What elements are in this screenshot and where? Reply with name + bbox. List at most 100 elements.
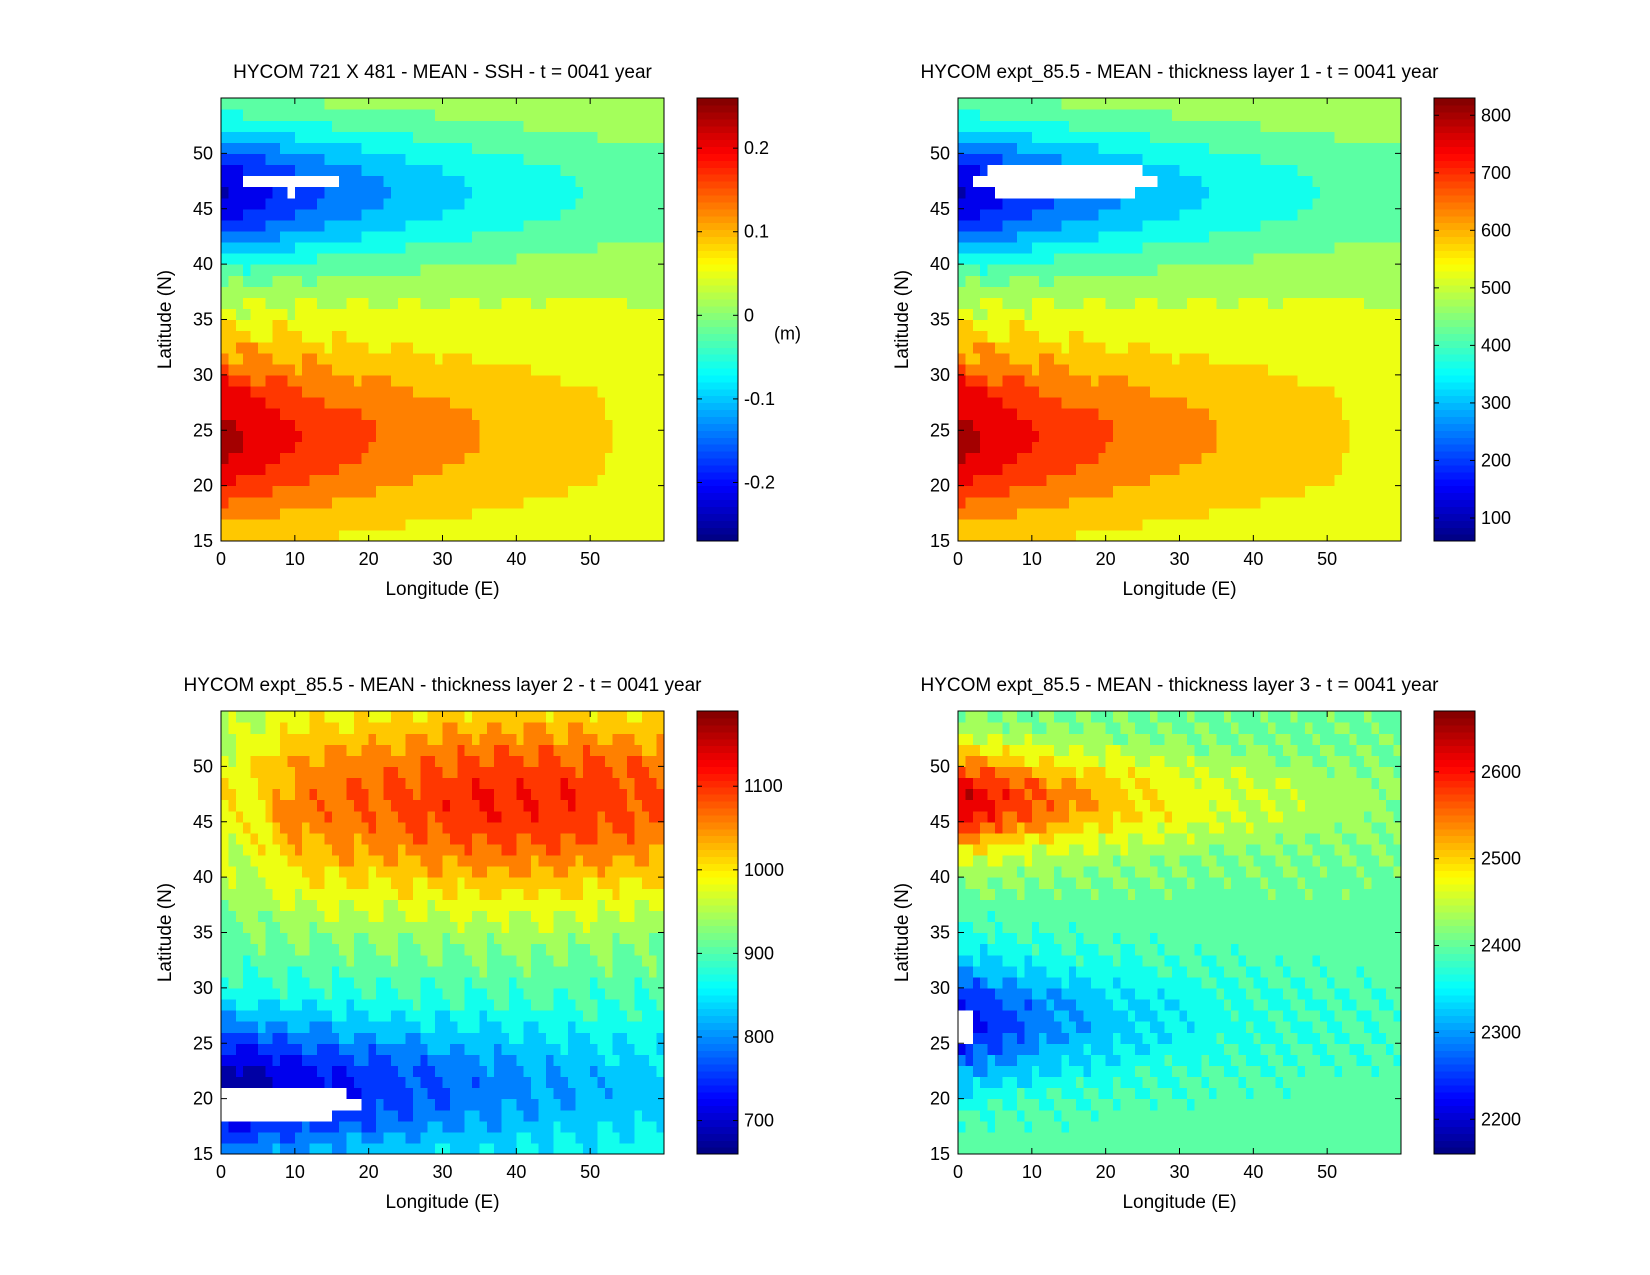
heatmap-cell <box>309 507 318 520</box>
heatmap-cell <box>1364 208 1373 221</box>
heatmap-cell <box>302 164 311 177</box>
heatmap-cell <box>1356 518 1365 531</box>
heatmap-cell <box>1216 164 1225 177</box>
heatmap-cell <box>1349 275 1358 287</box>
heatmap-cell <box>958 341 966 354</box>
heatmap-cell <box>1319 430 1328 442</box>
heatmap-cell <box>294 352 303 365</box>
heatmap-cell <box>228 374 237 387</box>
heatmap-cell <box>531 463 540 476</box>
heatmap-cell <box>494 120 503 132</box>
heatmap-cell <box>228 197 237 210</box>
heatmap-cell <box>339 286 348 298</box>
heatmap-cell <box>1186 109 1195 121</box>
heatmap-cell <box>634 109 643 121</box>
heatmap-cell <box>243 363 252 376</box>
heatmap-cell <box>494 241 503 254</box>
heatmap-cell <box>457 308 466 321</box>
heatmap-cell <box>531 507 540 520</box>
heatmap-cell <box>597 419 606 431</box>
heatmap-cell <box>331 441 340 453</box>
heatmap-cell <box>331 275 340 287</box>
heatmap-cell <box>553 175 562 188</box>
heatmap-cell <box>1393 153 1402 166</box>
heatmap-cell <box>575 164 584 177</box>
heatmap-cell <box>1024 529 1033 542</box>
heatmap-cell <box>612 297 621 310</box>
heatmap-cell <box>361 474 370 487</box>
heatmap-cell <box>353 496 362 509</box>
heatmap-cell <box>501 463 510 476</box>
heatmap-cell <box>339 253 348 265</box>
heatmap-cell <box>228 230 237 243</box>
colorbar-segment <box>1434 423 1475 431</box>
heatmap-cell <box>390 529 399 542</box>
heatmap-cell <box>1053 463 1062 476</box>
heatmap-cell <box>1201 197 1210 210</box>
heatmap-cell <box>1282 219 1291 232</box>
heatmap-cell <box>309 408 318 420</box>
heatmap-cell <box>324 463 333 476</box>
heatmap-cell <box>287 341 296 354</box>
heatmap-cell <box>1231 485 1240 498</box>
heatmap-cell <box>1245 330 1254 343</box>
heatmap-cell <box>1105 253 1114 265</box>
heatmap-cell <box>634 219 643 232</box>
heatmap-cell <box>634 142 643 154</box>
heatmap-cell <box>994 385 1003 398</box>
heatmap-cell <box>1194 441 1203 453</box>
heatmap-cell <box>641 474 650 487</box>
heatmap-cell <box>383 352 392 365</box>
heatmap-cell <box>987 164 996 177</box>
heatmap-cell <box>516 197 525 210</box>
heatmap-cell <box>1194 463 1203 476</box>
heatmap-cell <box>1127 452 1136 465</box>
heatmap-cell <box>368 518 377 531</box>
heatmap-cell <box>449 430 458 442</box>
heatmap-cell <box>1135 441 1144 453</box>
heatmap-cell <box>457 175 466 188</box>
heatmap-cell <box>516 496 525 509</box>
heatmap-cell <box>1009 109 1018 121</box>
heatmap-cell <box>302 385 311 398</box>
heatmap-cell <box>590 341 599 354</box>
heatmap-cell <box>1319 219 1328 232</box>
heatmap-cell <box>1260 297 1269 310</box>
heatmap-cell <box>1076 463 1085 476</box>
heatmap-cell <box>228 452 237 465</box>
heatmap-cell <box>294 330 303 343</box>
heatmap-cell <box>516 109 525 121</box>
heatmap-cell <box>494 408 503 420</box>
heatmap-cell <box>383 529 392 542</box>
heatmap-cell <box>1024 430 1033 442</box>
heatmap-cell <box>287 208 296 221</box>
heatmap-cell <box>649 153 658 166</box>
heatmap-cell <box>1172 286 1181 298</box>
heatmap-cell <box>649 452 658 465</box>
heatmap-cell <box>1179 507 1188 520</box>
heatmap-cell <box>972 319 981 332</box>
heatmap-cell <box>1031 430 1040 442</box>
heatmap-cell <box>494 208 503 221</box>
heatmap-cell <box>1378 529 1387 542</box>
heatmap-cell <box>627 430 636 442</box>
heatmap-cell <box>582 253 591 265</box>
heatmap-cell <box>368 142 377 154</box>
heatmap-cell <box>331 175 340 188</box>
heatmap-cell <box>1179 474 1188 487</box>
heatmap-cell <box>472 419 481 431</box>
heatmap-cell <box>280 164 289 177</box>
heatmap-cell <box>1319 208 1328 221</box>
heatmap-cell <box>516 330 525 343</box>
heatmap-cell <box>627 308 636 321</box>
heatmap-cell <box>398 131 407 143</box>
heatmap-cell <box>1393 496 1402 509</box>
heatmap-cell <box>656 153 665 166</box>
heatmap-cell <box>486 98 495 110</box>
heatmap-cell <box>427 175 436 188</box>
heatmap-cell <box>1194 374 1203 387</box>
heatmap-cell <box>243 297 252 310</box>
heatmap-cell <box>1113 275 1122 287</box>
heatmap-cell <box>486 131 495 143</box>
heatmap-cell <box>597 264 606 276</box>
